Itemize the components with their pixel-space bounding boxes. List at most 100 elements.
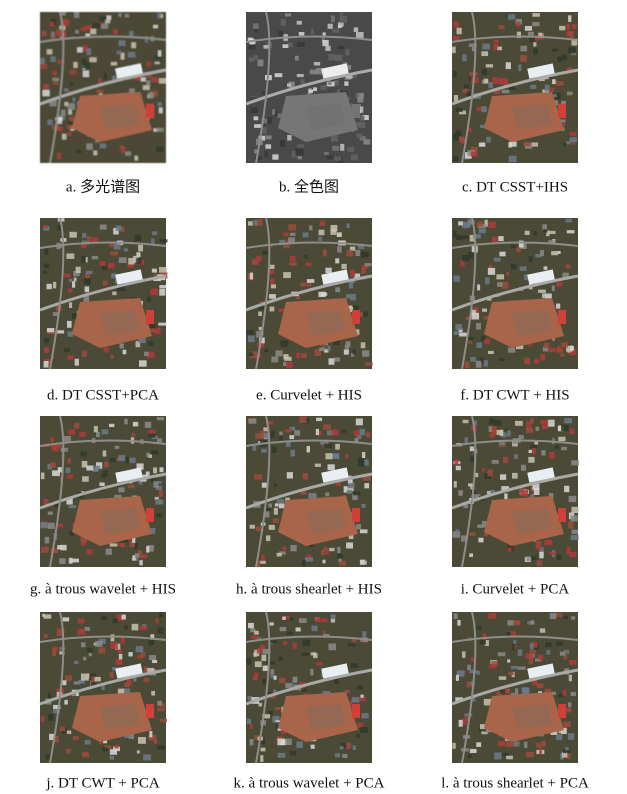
building [277, 739, 284, 746]
building [253, 446, 257, 451]
red-building [146, 704, 154, 718]
building [364, 263, 371, 266]
building [452, 743, 455, 749]
building [557, 346, 560, 352]
building [488, 222, 495, 228]
building [494, 752, 501, 759]
building [356, 418, 363, 425]
building [144, 667, 147, 673]
building [73, 736, 79, 740]
building [558, 437, 565, 441]
building [79, 432, 85, 437]
building [278, 31, 283, 36]
building [62, 680, 66, 685]
building [560, 652, 565, 656]
building [365, 362, 373, 365]
building [275, 503, 279, 506]
building [324, 444, 332, 448]
building [337, 246, 342, 252]
building [106, 549, 112, 555]
building [156, 146, 163, 152]
building [342, 430, 346, 433]
building [521, 465, 526, 471]
building [77, 47, 83, 52]
building [463, 420, 469, 423]
red-building [352, 704, 360, 718]
building [457, 28, 462, 35]
building [462, 255, 470, 261]
building [268, 504, 272, 508]
building [114, 244, 121, 250]
building [454, 21, 459, 28]
building [287, 83, 291, 87]
building [156, 128, 164, 132]
building [328, 643, 336, 650]
building [544, 540, 552, 545]
building [567, 753, 570, 759]
building [50, 462, 56, 467]
building [81, 256, 85, 263]
building [124, 683, 129, 687]
building [67, 474, 73, 478]
building [279, 678, 286, 683]
building [332, 29, 339, 33]
building [69, 279, 72, 282]
building [53, 282, 56, 288]
building [545, 85, 550, 92]
building [459, 720, 463, 727]
building [248, 696, 253, 700]
building [43, 90, 50, 96]
building [150, 324, 156, 328]
building [250, 525, 255, 529]
building [561, 250, 565, 254]
red-building [558, 508, 566, 522]
building [533, 48, 538, 54]
building [334, 357, 340, 361]
building [120, 343, 124, 348]
building [134, 235, 141, 242]
building [138, 737, 146, 744]
building [537, 684, 544, 688]
building [470, 447, 474, 452]
building [315, 464, 321, 467]
building [151, 691, 155, 696]
building [297, 144, 304, 147]
building [290, 233, 296, 236]
building [64, 102, 68, 106]
building [454, 95, 458, 101]
building [158, 323, 166, 326]
building [43, 499, 48, 504]
building [470, 456, 474, 462]
building [51, 437, 54, 442]
building [482, 308, 487, 311]
building [153, 25, 158, 28]
building [96, 432, 100, 437]
building [518, 649, 522, 655]
building [504, 493, 507, 499]
building [86, 143, 92, 149]
building [516, 22, 520, 27]
building [159, 267, 167, 273]
building [254, 220, 258, 226]
red-building [146, 104, 154, 118]
building [536, 546, 542, 550]
building [316, 68, 322, 74]
building [472, 313, 480, 320]
image-content [246, 612, 372, 763]
building [568, 47, 576, 53]
building [140, 652, 145, 657]
building [307, 555, 311, 558]
building [132, 624, 139, 631]
building [250, 739, 254, 745]
building [335, 258, 339, 263]
building [311, 745, 315, 749]
building [111, 634, 115, 641]
building [64, 89, 69, 92]
building [119, 13, 122, 17]
building [544, 343, 549, 348]
building [325, 453, 332, 459]
building [556, 282, 562, 286]
building [110, 458, 116, 462]
building [137, 750, 140, 753]
image-content [452, 12, 578, 163]
